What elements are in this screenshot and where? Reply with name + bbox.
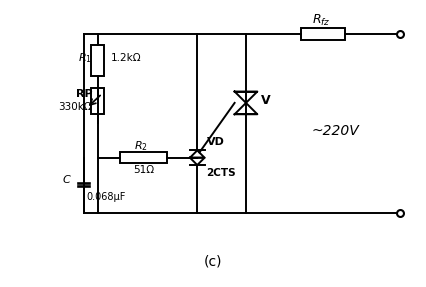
Text: C: C (63, 175, 70, 185)
Text: 1.2kΩ: 1.2kΩ (110, 53, 141, 63)
Text: 2CTS: 2CTS (206, 168, 236, 178)
Text: $R_{fz}$: $R_{fz}$ (311, 13, 330, 28)
Text: RP: RP (76, 89, 93, 98)
Text: 0.068μF: 0.068μF (86, 192, 126, 202)
Text: 51Ω: 51Ω (132, 165, 154, 175)
Bar (120, 152, 167, 163)
Bar (91, 45, 104, 76)
Text: (c): (c) (204, 254, 222, 268)
Text: ~220V: ~220V (311, 124, 358, 138)
Text: $R_1$: $R_1$ (78, 51, 92, 65)
Text: V: V (261, 94, 271, 107)
Text: $R_2$: $R_2$ (134, 139, 148, 153)
Bar (91, 88, 104, 114)
Text: VD: VD (206, 137, 224, 147)
Text: 330kΩ: 330kΩ (58, 102, 92, 112)
Bar (300, 28, 345, 40)
